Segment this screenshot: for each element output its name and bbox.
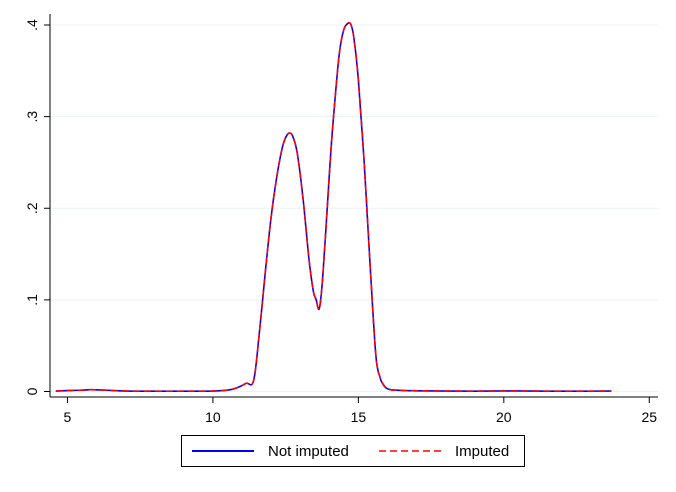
y-tick-label: .3 (24, 111, 40, 123)
y-tick-label: .2 (24, 202, 40, 214)
legend-label-imputed: Imputed (455, 442, 510, 460)
legend: Not imputed Imputed (181, 435, 525, 467)
legend-item-not-imputed: Not imputed (192, 436, 349, 466)
x-tick-label: 5 (64, 409, 72, 425)
axes: 0 .1 .2 .3 .4 5 10 15 20 25 (24, 14, 658, 425)
series-line-not-imputed (55, 21, 612, 393)
legend-item-imputed: Imputed (379, 436, 509, 466)
y-tick-label: 0 (24, 387, 40, 395)
gridlines (50, 24, 658, 393)
legend-swatch-solid-line (192, 450, 254, 452)
series-line-imputed (55, 21, 612, 393)
x-tick-label: 25 (641, 409, 657, 425)
y-tick-label: .4 (24, 19, 40, 31)
x-tick-label: 20 (496, 409, 512, 425)
legend-swatch-dashed-line (379, 450, 441, 452)
y-tick-label: .1 (24, 294, 40, 306)
x-tick-label: 15 (351, 409, 367, 425)
legend-label-not-imputed: Not imputed (268, 442, 349, 460)
x-tick-label: 10 (205, 409, 221, 425)
series-lines (55, 21, 612, 393)
